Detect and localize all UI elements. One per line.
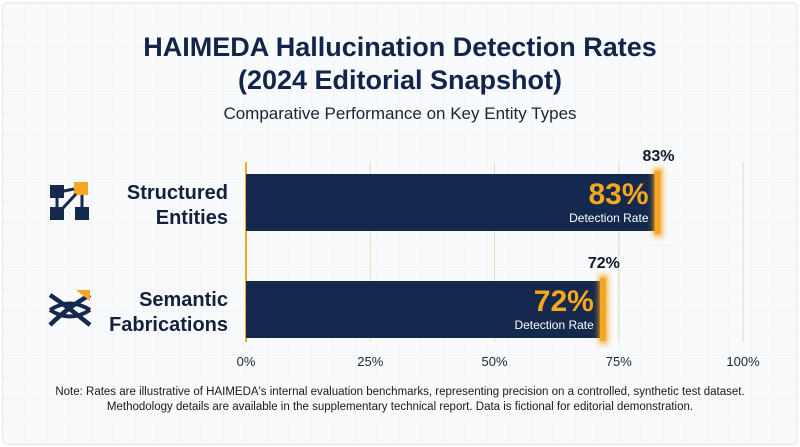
bar [246,281,604,338]
chart-title-line-1: HAIMEDA Hallucination Detection Rates [143,32,657,62]
bar-end-marker [654,171,661,234]
bar-value-label: 72% [534,285,594,318]
x-tick-label: 25% [357,354,383,369]
chart-title: HAIMEDA Hallucination Detection Rates (2… [0,31,800,97]
bar-end-marker [599,278,606,341]
bar-top-value-label: 72% [588,255,620,272]
category-label-line: Entities [155,207,228,229]
chart-title-line-2: (2024 Editorial Snapshot) [237,65,563,95]
category-label-semantic-fabrications: Semantic Fabrications [98,288,228,338]
network-nodes-icon [50,182,89,220]
category-label-line: Fabrications [109,314,228,336]
chart-subtitle: Comparative Performance on Key Entity Ty… [223,104,577,123]
category-label-structured-entities: Structured Entities [98,181,228,231]
bar [246,174,659,231]
bar-inner-label: Detection Rate [514,318,594,332]
footnote: Note: Rates are illustrative of HAIMEDA'… [0,385,800,415]
x-tick-label: 75% [606,354,632,369]
category-label-line: Semantic [139,289,228,311]
x-tick-label: 100% [726,354,760,369]
category-label-line: Structured [126,182,228,204]
x-tick-label: 0% [237,354,256,369]
x-tick-label: 50% [481,354,507,369]
bar-inner-label: Detection Rate [569,211,649,225]
bar-value-label: 83% [588,178,648,211]
footnote-line-2: Methodology details are available in the… [106,401,694,413]
footnote-line-1: Note: Rates are illustrative of HAIMEDA'… [55,386,745,398]
bar-top-value-label: 83% [642,148,674,165]
woven-knot-icon [48,290,92,327]
